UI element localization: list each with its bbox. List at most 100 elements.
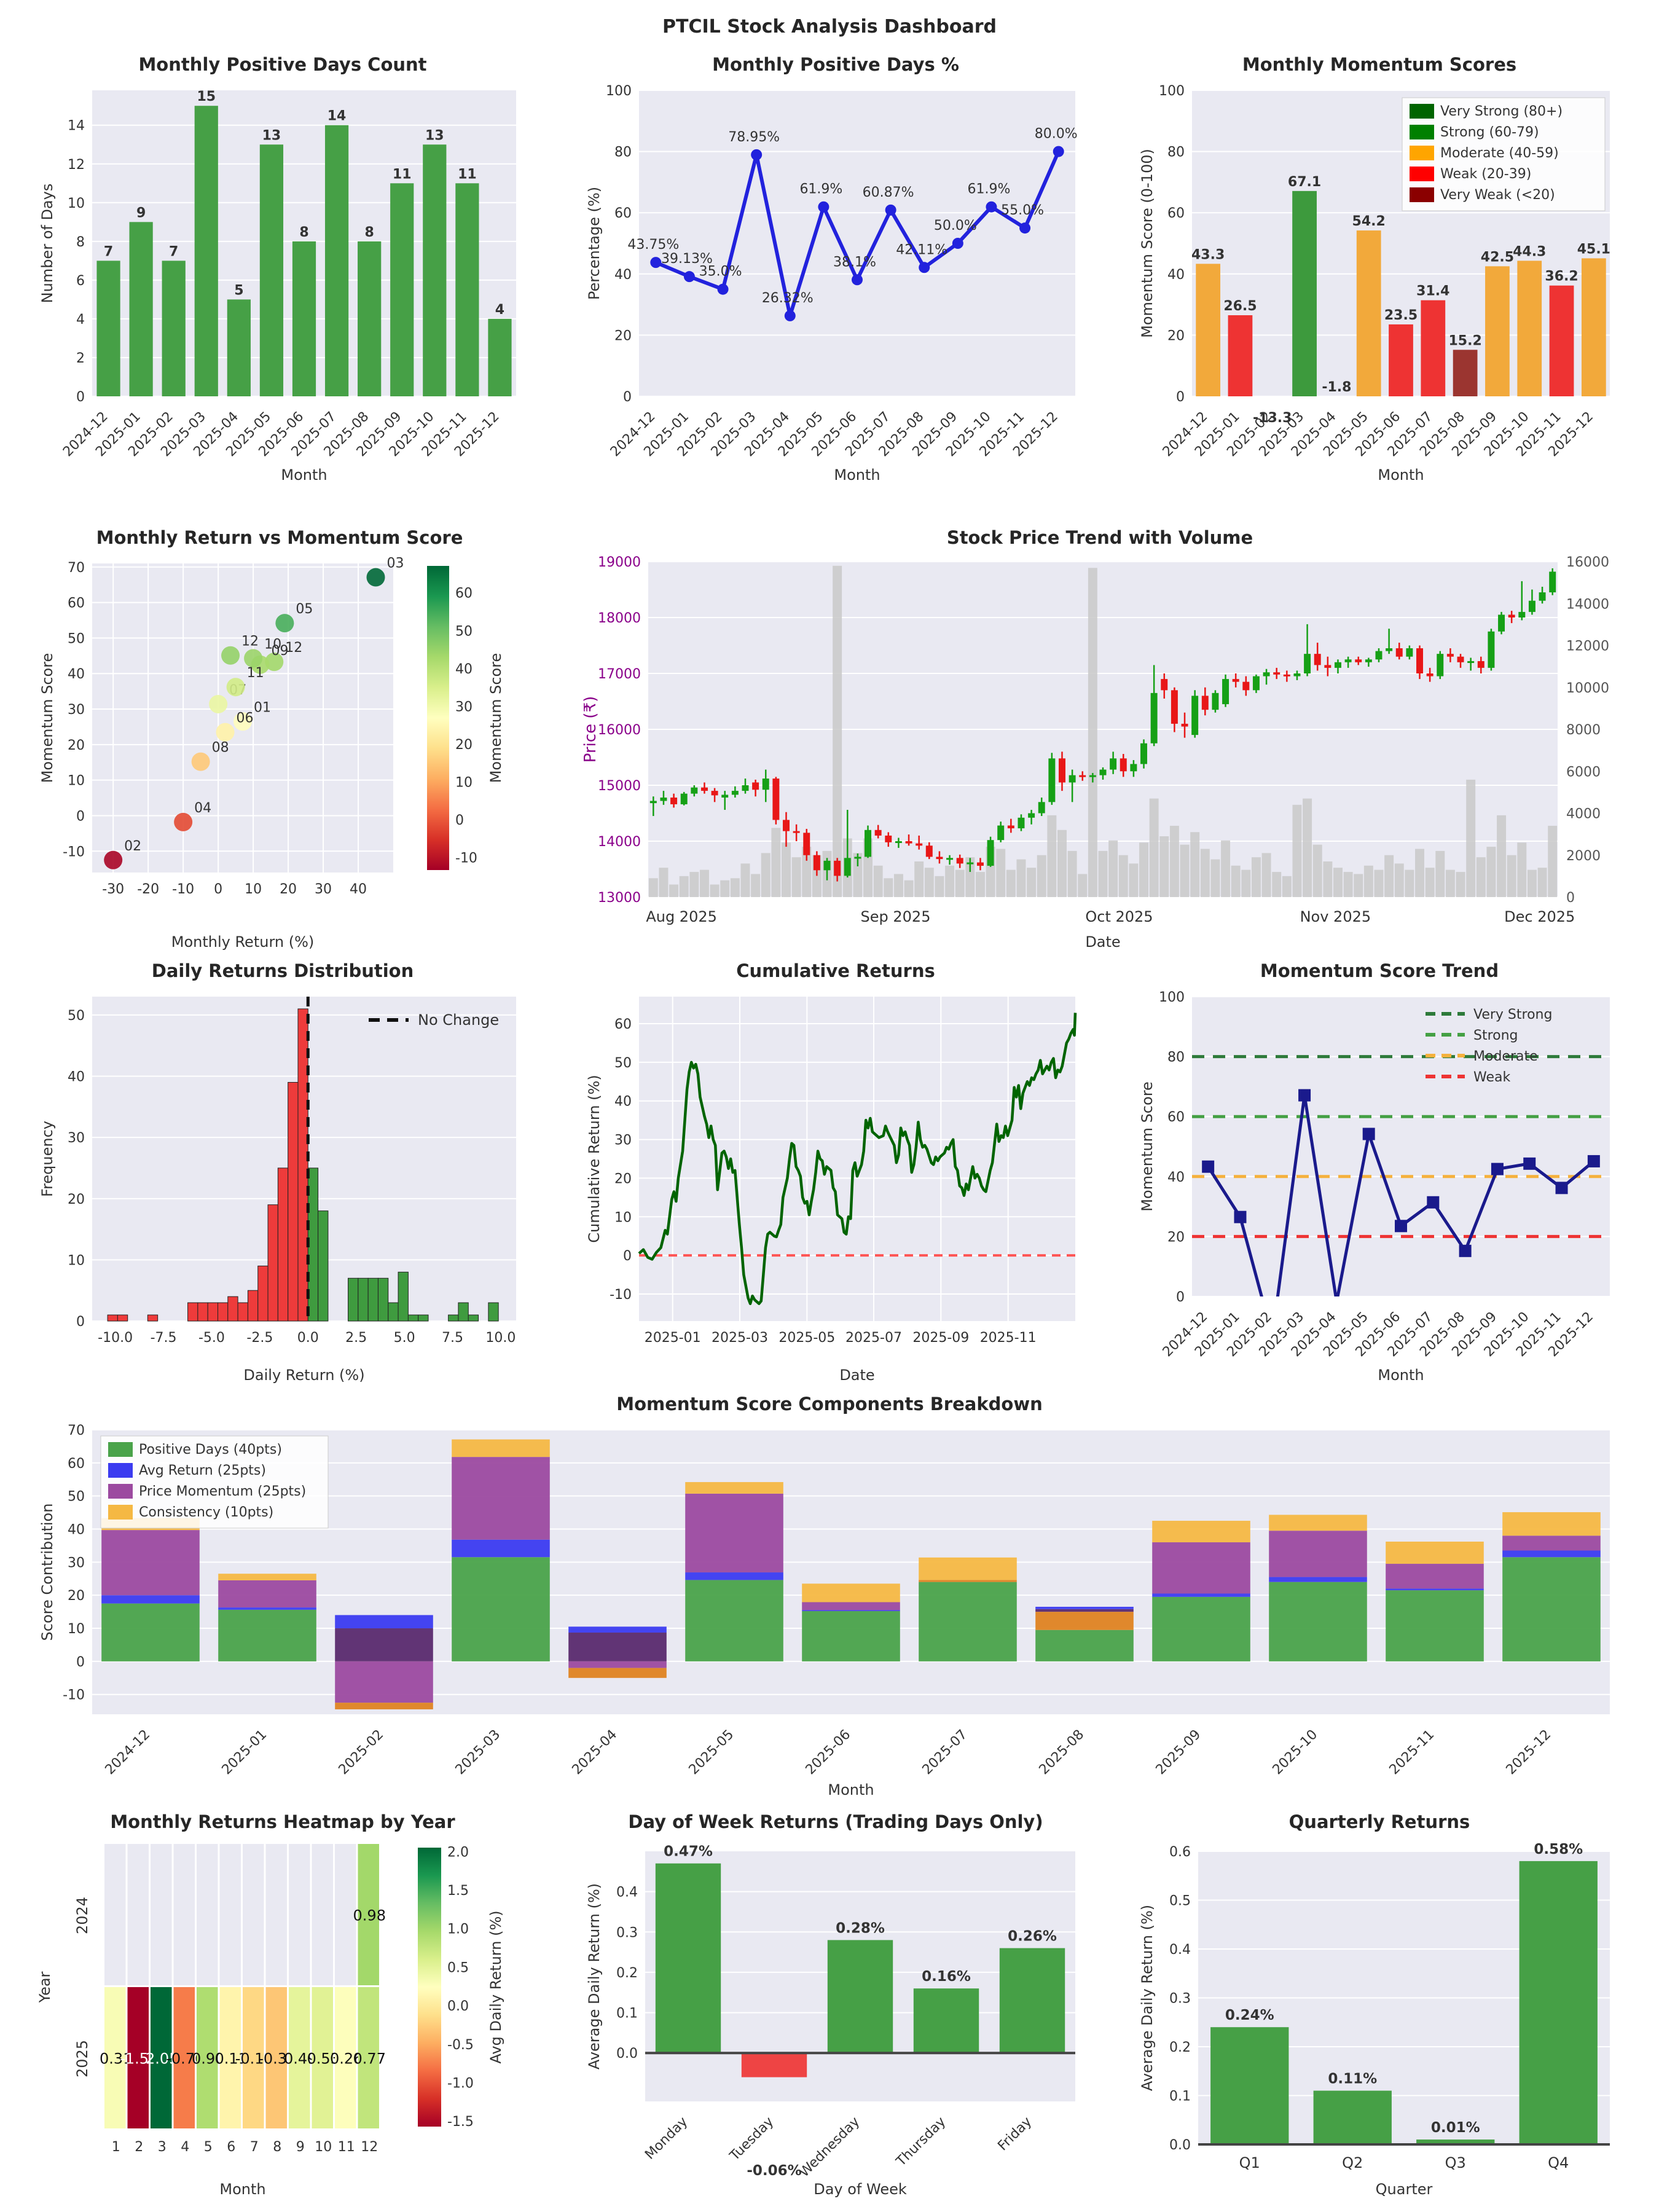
svg-text:80.0%: 80.0% [1035,127,1078,142]
panel-positive-days-count: Monthly Positive Days Count 0 2 4 6 8 10 12 14 7… [34,52,531,488]
svg-text:5: 5 [204,2139,213,2155]
svg-text:15: 15 [197,89,216,104]
svg-text:Momentum Score: Momentum Score [487,653,504,783]
svg-text:35.0%: 35.0% [699,264,742,280]
svg-text:0: 0 [1176,1290,1185,1305]
svg-text:No Change: No Change [418,1011,499,1029]
svg-text:6000: 6000 [1566,764,1601,780]
svg-text:Date: Date [1085,933,1120,951]
svg-text:Very Weak (<20): Very Weak (<20) [1440,187,1555,203]
svg-text:0.98: 0.98 [353,1907,386,1924]
svg-text:80: 80 [1167,1050,1185,1065]
svg-text:10: 10 [68,1622,85,1637]
svg-text:0.3: 0.3 [1169,1991,1191,2007]
svg-text:2025-01: 2025-01 [219,1727,270,1778]
svg-text:14: 14 [68,119,85,134]
positive-days-bar-chart: 0246810121479715513814811131142024-12202… [39,89,516,484]
svg-text:0.4: 0.4 [1169,1942,1191,1958]
svg-text:2: 2 [135,2139,143,2155]
svg-text:Month: Month [1378,466,1424,484]
svg-text:60: 60 [1167,1110,1185,1125]
svg-text:20: 20 [614,328,632,343]
svg-text:8: 8 [76,235,85,250]
chart-title-returns-dist: Daily Returns Distribution [151,960,414,981]
svg-text:-10: -10 [172,882,194,897]
svg-text:2: 2 [76,351,85,366]
svg-text:Monday: Monday [642,2114,691,2163]
svg-text:12: 12 [68,157,85,173]
svg-text:13: 13 [262,128,281,143]
svg-text:0: 0 [1176,390,1185,405]
svg-text:60.87%: 60.87% [863,185,914,200]
svg-text:2025-05: 2025-05 [779,1330,835,1346]
svg-text:2025-08: 2025-08 [1037,1727,1088,1778]
svg-text:2025-02: 2025-02 [336,1727,387,1778]
monthly-returns-heatmap: 0.980.31-1.572.05-0.760.900.11-0.18-0.31… [36,1844,504,2198]
svg-text:7: 7 [169,244,178,259]
svg-text:Avg Return (25pts): Avg Return (25pts) [139,1463,266,1478]
svg-text:Strong (60-79): Strong (60-79) [1440,125,1539,140]
svg-text:4: 4 [495,302,504,318]
svg-text:Month: Month [828,1781,874,1798]
svg-text:Thursday: Thursday [893,2114,949,2170]
svg-text:0.0: 0.0 [447,1999,469,2014]
svg-text:6: 6 [227,2139,235,2155]
svg-text:2025-11: 2025-11 [980,1330,1037,1346]
svg-text:05: 05 [296,602,313,617]
svg-text:60: 60 [68,1456,85,1472]
svg-text:-20: -20 [137,882,159,897]
svg-text:Daily Return (%): Daily Return (%) [243,1367,364,1384]
svg-text:Momentum Score: Momentum Score [1139,1081,1156,1212]
svg-text:Score Contribution: Score Contribution [39,1504,56,1641]
svg-text:-10: -10 [455,851,477,866]
svg-text:54.2: 54.2 [1352,214,1386,229]
svg-text:70: 70 [68,560,85,576]
panel-components-breakdown: Momentum Score Components Breakdown -10 0… [34,1392,1625,1803]
svg-text:10: 10 [264,637,281,652]
svg-text:Frequency: Frequency [39,1121,56,1197]
chart-title-momentum-scores: Monthly Momentum Scores [1242,54,1517,75]
svg-text:0.16%: 0.16% [922,1969,971,1985]
svg-text:0.0: 0.0 [616,2046,638,2061]
day-of-week-bar-chart: 0.0 0.1 0.2 0.3 0.4 0.47% -0.06% 0.28% 0.16% 0.26… [586,1844,1075,2198]
svg-text:30: 30 [315,882,332,897]
svg-text:10: 10 [614,1210,632,1225]
svg-text:-0.06%: -0.06% [747,2163,801,2179]
svg-text:2025: 2025 [74,2040,91,2077]
svg-text:60: 60 [455,586,473,602]
svg-text:1: 1 [112,2139,120,2155]
svg-text:0.11%: 0.11% [1328,2071,1377,2087]
svg-text:20: 20 [1167,1230,1185,1245]
svg-text:03: 03 [387,556,404,571]
svg-text:9: 9 [296,2139,305,2155]
svg-text:-5.0: -5.0 [198,1330,225,1346]
svg-text:Aug 2025: Aug 2025 [646,908,717,925]
svg-text:-2.5: -2.5 [246,1330,273,1346]
svg-text:23.5: 23.5 [1384,308,1418,323]
svg-text:60: 60 [1167,206,1185,221]
cumulative-returns-line-chart: -10 0 10 20 30 40 50 60 2025-01 2025-03 2025-05 202… [586,997,1077,1384]
svg-text:0: 0 [76,809,85,824]
svg-text:0.90: 0.90 [192,2050,224,2068]
svg-text:0: 0 [76,390,85,405]
svg-text:40: 40 [455,662,473,677]
svg-text:-10.0: -10.0 [98,1330,133,1346]
svg-text:40: 40 [68,1523,85,1538]
chart-title-price-trend: Stock Price Trend with Volume [946,527,1253,548]
panel-return-vs-momentum: Monthly Return vs Momentum Score -10 0 10 2… [34,525,525,955]
svg-text:40: 40 [1167,267,1185,283]
svg-text:0.5: 0.5 [1169,1894,1191,1909]
panel-day-of-week: Day of Week Returns (Trading Days Only) … [581,1810,1091,2203]
svg-text:0.2: 0.2 [1169,2040,1191,2055]
svg-text:20: 20 [68,738,85,753]
svg-text:50.0%: 50.0% [934,218,977,233]
svg-text:2025-11: 2025-11 [1387,1727,1438,1778]
chart-title-positive-days: Monthly Positive Days Count [138,54,427,75]
svg-text:60: 60 [614,1017,632,1032]
svg-text:0: 0 [76,1655,85,1670]
svg-text:38.1%: 38.1% [833,254,876,270]
svg-text:-10: -10 [63,844,85,860]
positive-pct-line-chart: 0 20 40 60 80 100 43.75%39.13%35.0% 78.95% 26.32… [586,84,1078,484]
svg-text:0.11: 0.11 [215,2050,248,2068]
svg-text:0: 0 [623,390,632,405]
